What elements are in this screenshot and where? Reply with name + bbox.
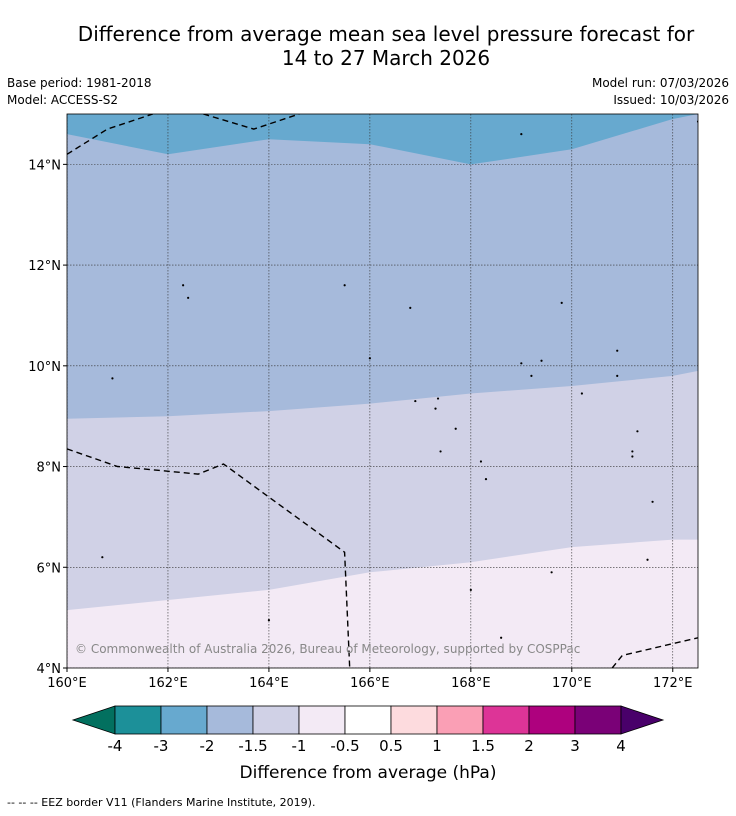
island-marker xyxy=(434,407,437,410)
title-line-1: Difference from average mean sea level p… xyxy=(77,22,695,46)
title-line-2: 14 to 27 March 2026 xyxy=(281,46,491,70)
island-marker xyxy=(580,392,583,395)
colorbar-legend: -4 -3 -2 -1.5 -1 -0.5 0.5 1 1.5 2 3 4 xyxy=(71,705,665,755)
island-marker xyxy=(646,558,649,561)
colorbar-extend-high xyxy=(620,705,665,735)
issued-date: Issued: 10/03/2026 xyxy=(613,93,729,107)
y-tick-label: 12°N xyxy=(28,259,61,274)
island-marker xyxy=(436,397,440,400)
axes: 160°E 162°E 164°E 166°E 168°E 170°E 172°E 4°N 6°… xyxy=(28,158,692,691)
colorbar-tick-label: -2 xyxy=(200,737,215,755)
x-tick-label: 162°E xyxy=(148,676,188,691)
eez-border-line xyxy=(67,114,154,155)
island-marker xyxy=(500,636,503,639)
colorbar-segment xyxy=(574,705,622,735)
island-marker xyxy=(414,399,417,403)
island-marker xyxy=(439,450,442,453)
y-tick-label: 8°N xyxy=(37,461,62,476)
island-marker xyxy=(111,377,114,380)
y-tick-label: 6°N xyxy=(37,561,62,576)
x-tick-label: 168°E xyxy=(451,676,491,691)
colorbar-tick-label: 3 xyxy=(570,737,580,755)
island-marker xyxy=(530,374,533,377)
colorbar-segment xyxy=(436,705,484,735)
eez-footnote: -- -- -- EEZ border V11 (Flanders Marine… xyxy=(7,796,316,809)
colorbar-tick-label: 0.5 xyxy=(379,737,403,755)
base-period: Base period: 1981-2018 xyxy=(7,76,152,90)
island-marker xyxy=(616,349,619,352)
eez-border-line xyxy=(67,448,351,668)
island-marker xyxy=(187,296,190,299)
colorbar-tick-label: 1 xyxy=(432,737,442,755)
island-marker xyxy=(651,500,654,503)
plot-frame xyxy=(66,113,699,669)
island-marker xyxy=(616,374,619,377)
island-marker xyxy=(454,427,457,430)
island-marker xyxy=(182,284,185,287)
model-run: Model run: 07/03/2026 xyxy=(591,76,729,90)
island-marker xyxy=(469,588,472,592)
meta-right: Model run: 07/03/2026 Issued: 10/03/2026 xyxy=(592,75,729,109)
island-marker xyxy=(368,357,371,360)
island-marker xyxy=(560,301,563,304)
colorbar-segment xyxy=(114,705,162,735)
island-marker xyxy=(409,306,412,309)
x-tick-label: 166°E xyxy=(350,676,390,691)
colorbar-segment xyxy=(528,705,576,735)
colorbar-tick-label: 4 xyxy=(616,737,626,755)
pressure-region-1 xyxy=(67,114,698,419)
island-marker xyxy=(484,478,488,481)
island-marker xyxy=(636,430,639,433)
colorbar-tick-label: 1.5 xyxy=(471,737,495,755)
chart-title: Difference from average mean sea level p… xyxy=(0,22,736,70)
island-marker xyxy=(479,460,483,463)
island-marker xyxy=(631,450,634,453)
y-tick-label: 10°N xyxy=(28,360,61,375)
colorbar-segment xyxy=(298,705,346,735)
pressure-region-0 xyxy=(67,114,698,165)
model-name: Model: ACCESS-S2 xyxy=(7,93,119,107)
colorbar-extend-low xyxy=(71,705,116,735)
y-tick-label: 4°N xyxy=(37,662,62,677)
colorbar-tick-label: -1.5 xyxy=(238,737,267,755)
island-marker xyxy=(540,359,543,362)
island-marker xyxy=(631,455,634,458)
colorbar-tick-label: -1 xyxy=(292,737,307,755)
island-marker xyxy=(550,571,553,574)
colorbar-tick-label: -3 xyxy=(154,737,169,755)
map-area xyxy=(66,113,699,669)
x-tick-label: 164°E xyxy=(249,676,289,691)
eez-border-line xyxy=(611,637,698,668)
y-tick-label: 14°N xyxy=(28,158,61,173)
x-tick-label: 170°E xyxy=(552,676,592,691)
colorbar-segment xyxy=(344,705,392,735)
eez-border-line xyxy=(203,114,300,130)
x-tick-label: 172°E xyxy=(653,676,693,691)
island-marker xyxy=(520,362,523,365)
colorbar-tick-label: -4 xyxy=(108,737,123,755)
colorbar-segment xyxy=(252,705,300,735)
colorbar-segment xyxy=(390,705,438,735)
colorbar-tick-label: -0.5 xyxy=(330,737,359,755)
colorbar-label: Difference from average (hPa) xyxy=(240,763,497,783)
island-marker xyxy=(520,133,523,136)
island-marker xyxy=(267,619,271,622)
colorbar-tick-label: 2 xyxy=(524,737,534,755)
island-marker xyxy=(101,556,104,559)
colorbar-segment xyxy=(482,705,530,735)
x-tick-label: 160°E xyxy=(47,676,87,691)
meta-left: Base period: 1981-2018 Model: ACCESS-S2 xyxy=(7,75,152,109)
island-marker xyxy=(343,284,346,287)
copyright-text: © Commonwealth of Australia 2026, Bureau… xyxy=(75,642,580,656)
colorbar-segment xyxy=(206,705,254,735)
colorbar-segment xyxy=(160,705,208,735)
